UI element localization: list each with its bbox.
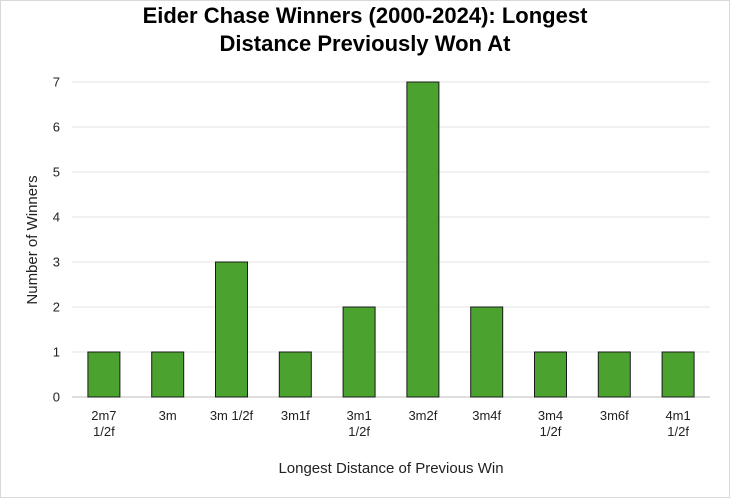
y-tick-label: 3 <box>53 255 60 270</box>
bar <box>470 306 504 398</box>
x-tick-label: 3m6f <box>600 408 629 423</box>
bar <box>151 351 185 398</box>
x-axis-label: Longest Distance of Previous Win <box>278 460 503 477</box>
bar <box>661 351 695 398</box>
bar <box>406 81 440 398</box>
chart-title-line-2: Distance Previously Won At <box>219 31 511 56</box>
y-tick-label: 6 <box>53 120 60 135</box>
y-tick-label: 4 <box>53 210 60 225</box>
y-tick-label: 0 <box>53 390 60 405</box>
bar <box>215 261 248 398</box>
chart-title: Eider Chase Winners (2000-2024): Longest… <box>0 2 730 58</box>
x-tick-label: 3m4 1/2f <box>538 408 563 439</box>
y-axis-label: Number of Winners <box>24 175 41 304</box>
y-axis-ticks: 0 1 2 3 4 5 6 7 <box>53 75 60 405</box>
x-tick-label: 3m4f <box>472 408 501 423</box>
x-tick-label: 3m <box>159 408 177 423</box>
y-tick-label: 2 <box>53 300 60 315</box>
bar <box>87 351 121 398</box>
gridlines <box>72 81 710 398</box>
x-tick-label: 3m2f <box>408 408 437 423</box>
bar <box>278 351 312 398</box>
x-tick-label: 3m1 1/2f <box>346 408 371 439</box>
bars <box>87 81 695 398</box>
bar <box>342 306 376 398</box>
x-tick-label: 2m7 1/2f <box>91 408 116 439</box>
x-axis-ticks: 2m7 1/2f 3m 3m 1/2f 3m1f 3m1 1/2f 3m2f 3m4f 3m4 1/… <box>91 408 690 439</box>
y-tick-label: 1 <box>53 345 60 360</box>
bar <box>534 351 567 398</box>
y-tick-label: 7 <box>53 75 60 90</box>
y-tick-label: 5 <box>53 165 60 180</box>
x-tick-label: 4m1 1/2f <box>665 408 690 439</box>
chart-title-line-1: Eider Chase Winners (2000-2024): Longest <box>142 3 588 28</box>
bar <box>597 351 631 398</box>
x-tick-label: 3m 1/2f <box>210 408 254 423</box>
x-tick-label: 3m1f <box>281 408 310 423</box>
